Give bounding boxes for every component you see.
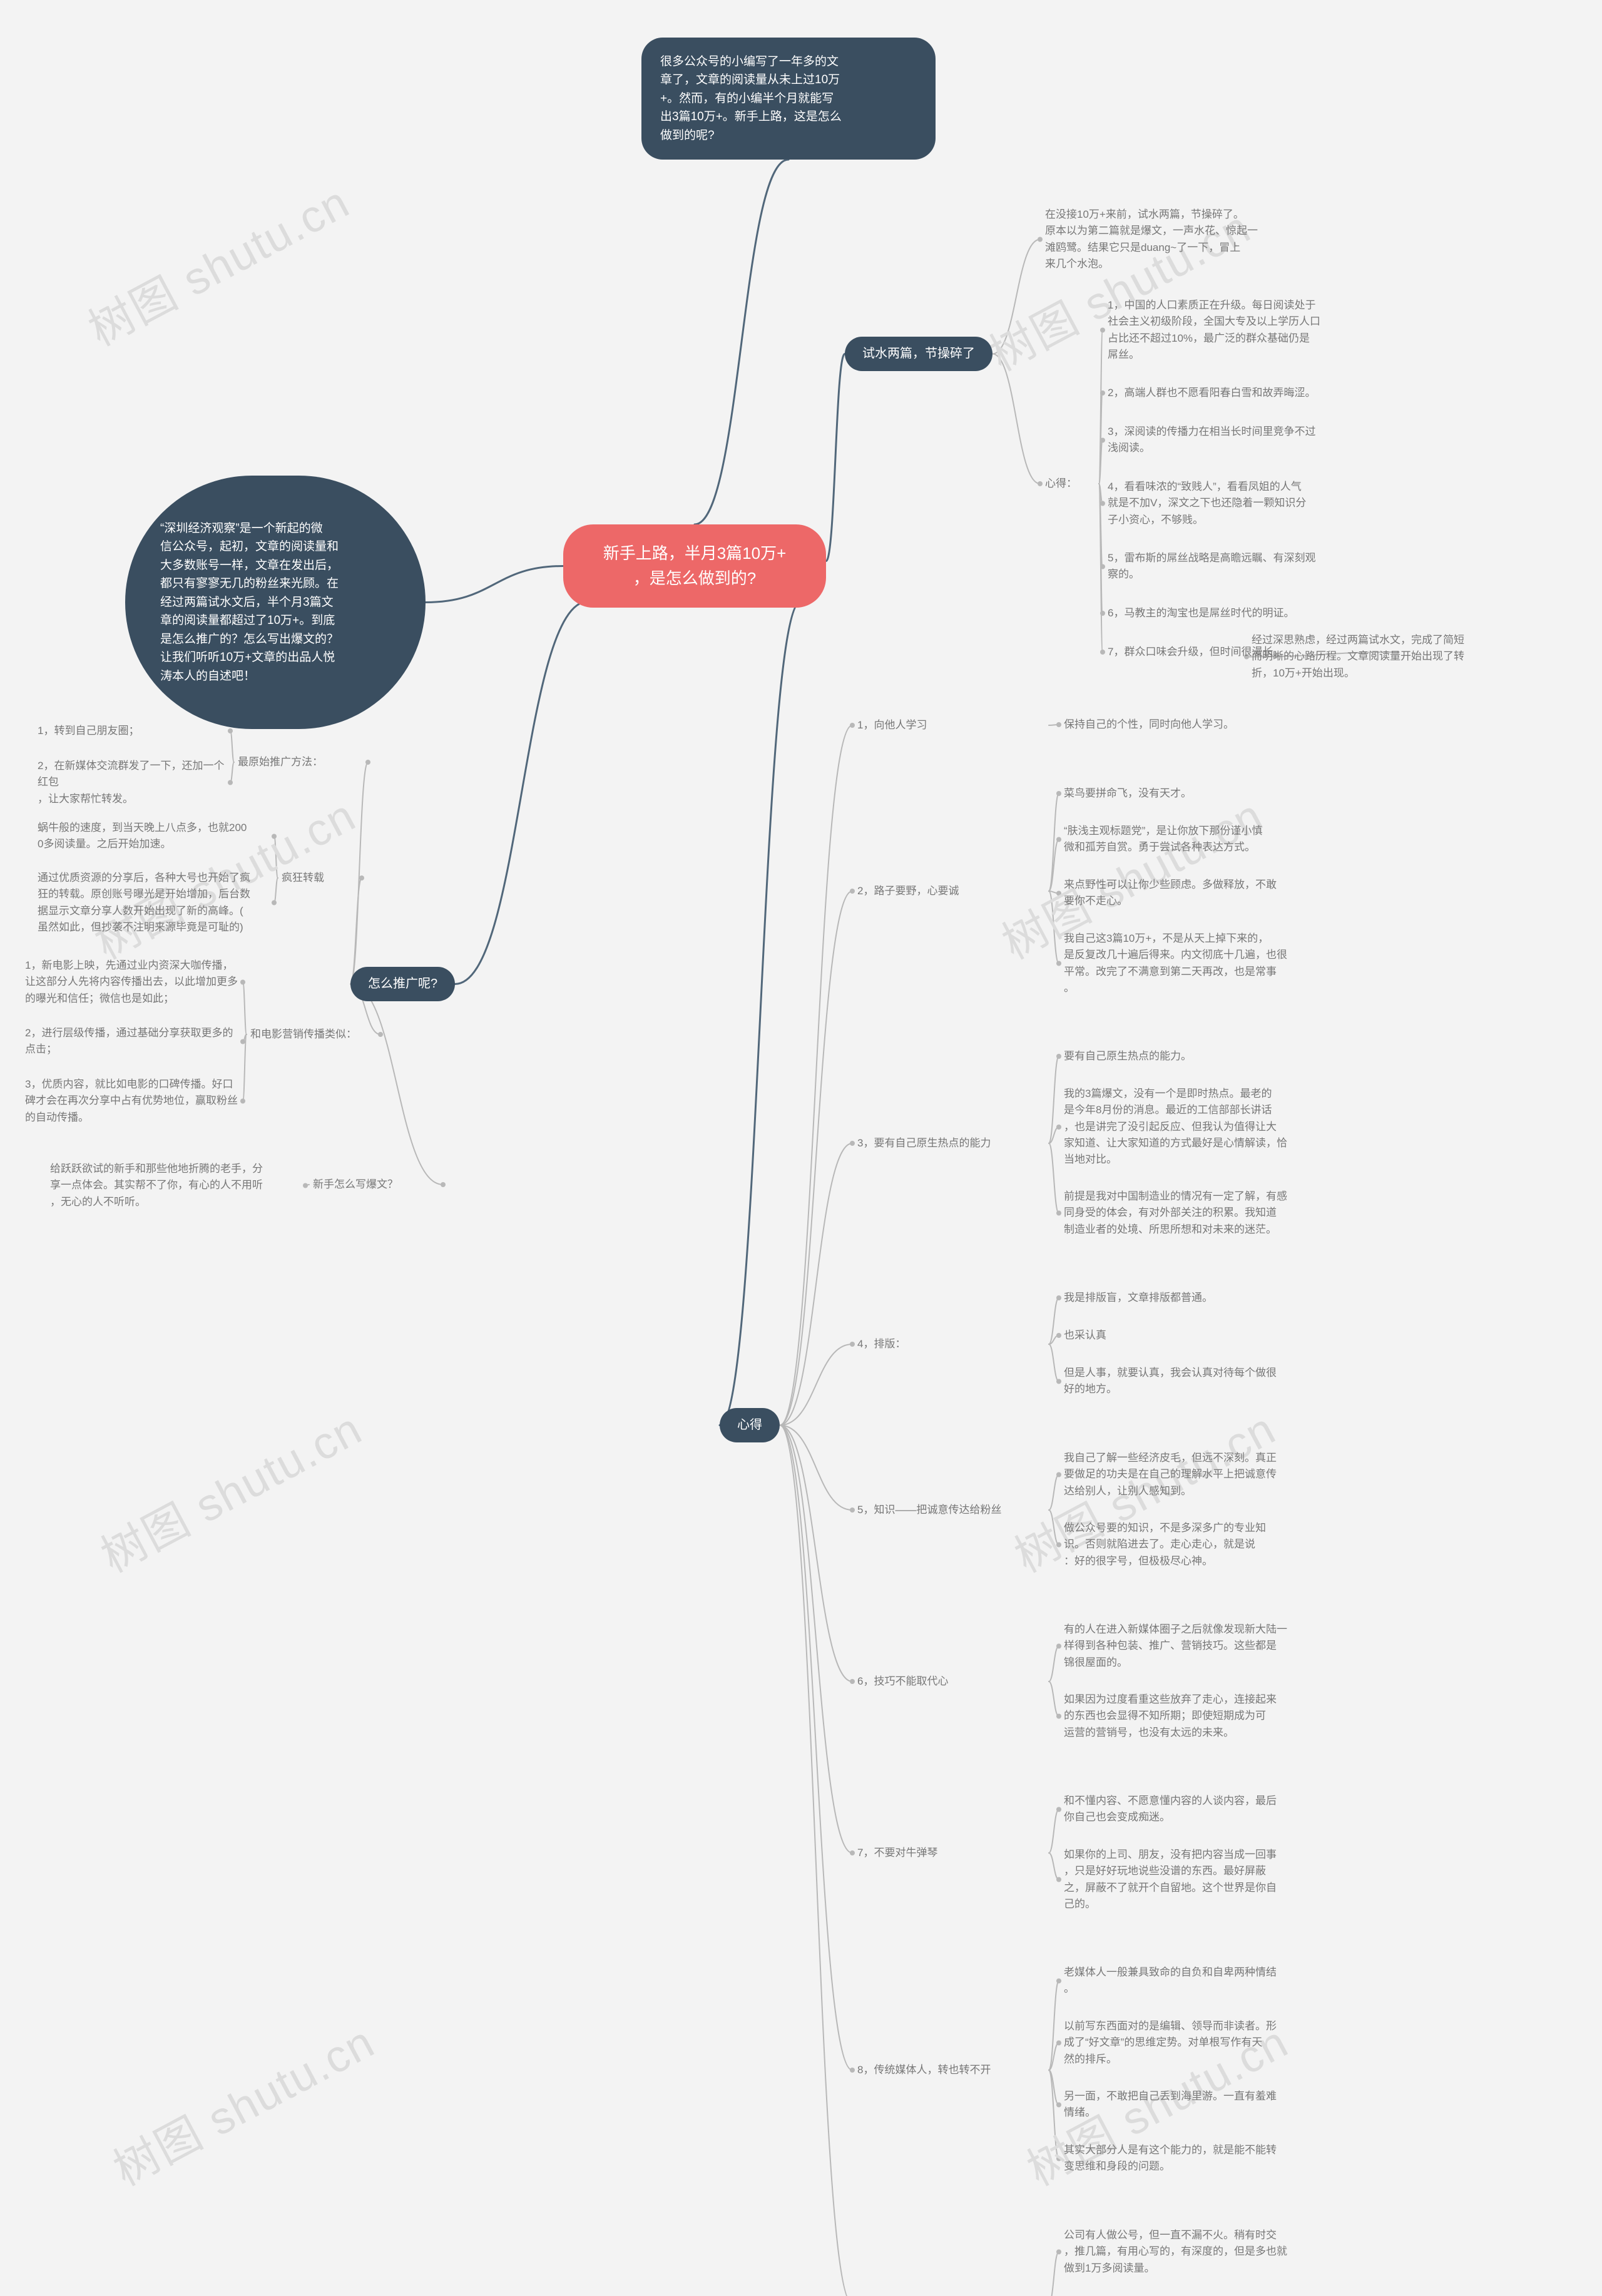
promote-node: 怎么推广呢? <box>350 967 455 1001</box>
watermark: 树图 shutu.cn <box>75 166 359 359</box>
xinde-child: 我的3篇爆文，没有一个是即时热点。最老的 是今年8月份的消息。最近的工信部部长讲… <box>1064 1086 1352 1168</box>
xinde-item-label: 7，不要对牛弹琴 <box>857 1845 1045 1861</box>
xinde-child: 来点野性可以让你少些顾虑。多做释放，不敢 要你不走心。 <box>1064 877 1352 910</box>
try-item: 2，高端人群也不愿看阳春白雪和故弄晦涩。 <box>1108 385 1395 401</box>
xinde-child: 菜鸟要拼命飞，没有天才。 <box>1064 785 1352 802</box>
xinde-child: 有的人在进入新媒体圈子之后就像发现新大陆一 样得到各种包装、推广、营销技巧。这些… <box>1064 1621 1352 1671</box>
try-node: 试水两篇，节操碎了 <box>845 337 992 371</box>
xinde-child: 前提是我对中国制造业的情况有一定了解，有感 同身受的体会，有对外部关注的积累。我… <box>1064 1188 1352 1238</box>
promote-g3-item: 3，优质内容，就比如电影的口碑传播。好口 碑才会在再次分享中占有优势地位，赢取粉… <box>25 1076 238 1126</box>
xinde-child: 老媒体人一般兼具致命的自负和自卑两种情结 。 <box>1064 1964 1352 1998</box>
try-lead: 在没接10万+来前，试水两篇，节操碎了。 原本以为第二篇就是爆文，一声水花、惊起… <box>1045 207 1333 272</box>
promote-g1-item: 2，在新媒体交流群发了一下，还加一个红包 ，让大家帮忙转发。 <box>38 758 225 807</box>
try-item: 4，看看味浓的“致贱人”，看看凤姐的人气 就是不加V，深文之下也还隐着一颗知识分… <box>1108 479 1395 528</box>
xinde-child: “肤浅主观标题党”，是让你放下那份谨小慎 微和孤芳自赏。勇于尝试各种表达方式。 <box>1064 823 1352 856</box>
xinde-child: 我自己这3篇10万+，不是从天上掉下来的， 是反复改几十遍后得来。内文彻底十几遍… <box>1064 931 1352 996</box>
xinde-item-label: 6，技巧不能取代心 <box>857 1673 1045 1690</box>
promote-g2-label: 疯狂转载 <box>282 870 357 886</box>
xinde-child: 保持自己的个性，同时向他人学习。 <box>1064 717 1352 733</box>
xinde-child: 我是排版盲，文章排版都普通。 <box>1064 1290 1352 1306</box>
intro-left: “深圳经济观察”是一个新起的微 信公众号，起初，文章的阅读量和 大多数账号一样，… <box>125 476 426 729</box>
watermark: 树图 shutu.cn <box>100 2006 384 2198</box>
xinde-node: 心得 <box>720 1408 780 1442</box>
promote-g1-label: 最原始推广方法： <box>238 754 363 770</box>
xinde-child: 做公众号要的知识，不是多深多广的专业知 识。否则就陷进去了。走心走心，就是说 ：… <box>1064 1520 1352 1569</box>
xinde-child: 公司有人做公号，但一直不漏不火。稍有时交 ，推几篇，有用心写的，有深度的，但是多… <box>1064 2227 1352 2277</box>
xinde-child: 我自己了解一些经济皮毛，但远不深刻。真正 要做足的功夫是在自己的理解水平上把诚意… <box>1064 1450 1352 1499</box>
xinde-child: 另一面，不敢把自己丢到海里游。一直有羞难 情绪。 <box>1064 2088 1352 2121</box>
try-item: 1，中国的人口素质正在升级。每日阅读处于 社会主义初级阶段，全国大专及以上学历人… <box>1108 297 1395 363</box>
promote-g2-item: 蜗牛般的速度，到当天晚上八点多，也就200 0多阅读量。之后开始加速。 <box>38 820 269 853</box>
xinde-child: 如果因为过度看重这些放弃了走心，连接起来 的东西也会显得不知所期；即使短期成为可… <box>1064 1691 1352 1741</box>
try-xinde-label: 心得： <box>1045 476 1095 492</box>
xinde-item-label: 4，排版： <box>857 1336 1045 1352</box>
xinde-child: 和不懂内容、不愿意懂内容的人谈内容，最后 你自己也会变成痴迷。 <box>1064 1793 1352 1826</box>
xinde-item-label: 5，知识——把诚意传达给粉丝 <box>857 1502 1045 1518</box>
intro-top: 很多公众号的小编写了一年多的文 章了，文章的阅读量从未上过10万 +。然而，有的… <box>641 38 936 160</box>
xinde-child: 其实大部分人是有这个能力的，就是能不能转 变思维和身段的问题。 <box>1064 2142 1352 2175</box>
try-item: 5，雷布斯的屌丝战略是高瞻远瞩、有深刻观 察的。 <box>1108 550 1395 583</box>
newbie-lead: 给跃跃欲试的新手和那些他地折腾的老手，分 享一点体会。其实帮不了你，有心的人不用… <box>50 1161 300 1210</box>
promote-g3-item: 2，进行层级传播，通过基础分享获取更多的 点击； <box>25 1025 238 1058</box>
xinde-child: 如果你的上司、朋友，没有把内容当成一回事 ，只是好好玩地说些没谱的东西。最好屏蔽… <box>1064 1847 1352 1912</box>
promote-g2-item: 通过优质资源的分享后，各种大号也开始了疯 狂的转载。原创账号曝光是开始增加，后台… <box>38 870 269 936</box>
xinde-child: 也采认真 <box>1064 1327 1352 1344</box>
xinde-item-label: 1，向他人学习 <box>857 717 1045 733</box>
newbie-label: 新手怎么写爆文？ <box>313 1176 438 1193</box>
try-tail: 经过深思熟虑，经过两篇试水文，完成了简短 而明晰的心路历程。文章阅读量开始出现了… <box>1252 632 1539 681</box>
xinde-child: 以前写东西面对的是编辑、领导而非读者。形 成了“好文章”的思维定势。对单根写作有… <box>1064 2018 1352 2068</box>
promote-g1-item: 1，转到自己朋友圈； <box>38 723 225 739</box>
xinde-child: 要有自己原生热点的能力。 <box>1064 1048 1352 1064</box>
xinde-item-label: 2，路子要野，心要诚 <box>857 883 1045 899</box>
xinde-item-label: 8，传统媒体人，转也转不开 <box>857 2062 1045 2078</box>
xinde-child: 但是人事，就要认真，我会认真对待每个做很 好的地方。 <box>1064 1365 1352 1398</box>
promote-g3-label: 和电影营销传播类似： <box>250 1026 375 1043</box>
promote-g3-item: 1，新电影上映，先通过业内资深大咖传播， 让这部分人先将内容传播出去，以此增加更… <box>25 957 238 1007</box>
xinde-item-label: 3，要有自己原生热点的能力 <box>857 1135 1045 1151</box>
try-item: 3，深阅读的传播力在相当长时间里竞争不过 浅阅读。 <box>1108 424 1395 457</box>
root-node: 新手上路，半月3篇10万+ ，是怎么做到的? <box>563 524 826 608</box>
try-item: 6，马教主的淘宝也是屌丝时代的明证。 <box>1108 605 1395 621</box>
watermark: 树图 shutu.cn <box>88 1392 372 1585</box>
